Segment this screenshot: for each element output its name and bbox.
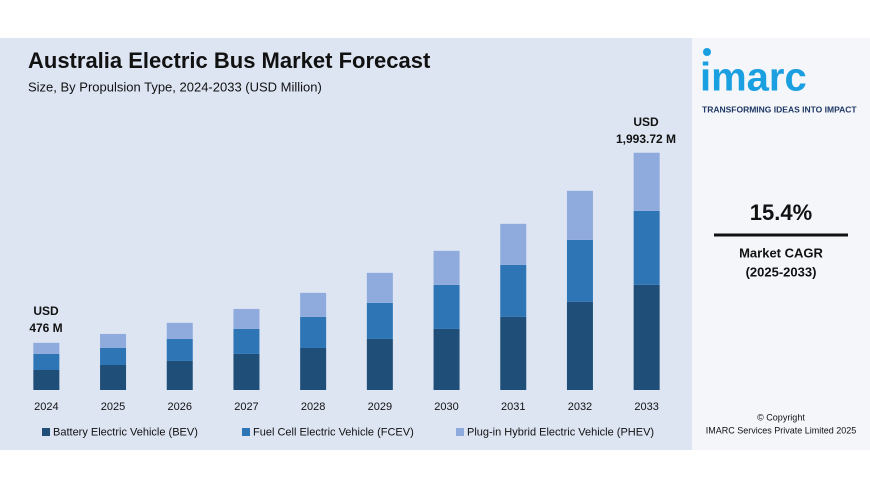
bar-segment [500, 264, 527, 317]
legend-swatch [456, 428, 464, 436]
legend-swatch [242, 428, 250, 436]
bar-segment [33, 353, 60, 370]
bar-segment [633, 210, 660, 285]
x-tick-label: 2028 [301, 401, 325, 413]
chart-title: Australia Electric Bus Market Forecast [28, 48, 431, 73]
bar-segment [500, 316, 527, 390]
x-tick-label: 2026 [168, 401, 192, 413]
annotation: USD [33, 304, 59, 318]
x-tick-label: 2030 [434, 401, 458, 413]
bar-segment [33, 342, 60, 354]
bar-segment [300, 316, 327, 348]
cagr: 15.4% [750, 200, 812, 225]
legend-label: Fuel Cell Electric Vehicle (FCEV) [253, 426, 414, 438]
legend-swatch [42, 428, 50, 436]
bar-segment [433, 250, 460, 285]
bar-segment [366, 338, 393, 390]
chart-subtitle: Size, By Propulsion Type, 2024-2033 (USD… [28, 79, 322, 94]
bar-segment [100, 333, 127, 348]
copyright: © Copyright [757, 412, 805, 422]
bar-segment [433, 284, 460, 329]
company: IMARC Services Private Limited 2025 [706, 425, 857, 435]
bar-segment [633, 152, 660, 211]
bar-segment [166, 360, 193, 390]
bar-segment [300, 292, 327, 317]
x-tick-label: 2027 [234, 401, 258, 413]
bar-segment [33, 370, 60, 390]
bar-segment [633, 284, 660, 390]
x-tick-label: 2031 [501, 401, 525, 413]
bar-segment [366, 302, 393, 339]
annotation: 476 M [29, 321, 62, 335]
bar-segment [100, 347, 127, 365]
cagr-label: Market CAGR [739, 245, 823, 260]
x-tick-label: 2025 [101, 401, 125, 413]
bar-segment [500, 223, 527, 265]
tagline: TRANSFORMING IDEAS INTO IMPACT [702, 104, 857, 114]
legend-label: Plug-in Hybrid Electric Vehicle (PHEV) [467, 426, 654, 438]
legend-label: Battery Electric Vehicle (BEV) [53, 426, 198, 438]
bar-segment [233, 308, 260, 329]
logo: imarc [700, 56, 807, 100]
bar-segment [566, 301, 593, 390]
bar-segment [300, 347, 327, 390]
bar-segment [566, 239, 593, 302]
x-tick-label: 2024 [34, 401, 58, 413]
bar-segment [166, 338, 193, 361]
side-panel [692, 38, 870, 450]
cagr-period: (2025-2033) [746, 264, 817, 279]
bar-segment [166, 322, 193, 339]
logo-dot [703, 48, 711, 56]
annotation: 1,993.72 M [616, 132, 676, 146]
annotation: USD [633, 115, 659, 129]
bar-segment [233, 328, 260, 354]
bar-segment [233, 353, 260, 390]
x-tick-label: 2033 [634, 401, 658, 413]
bar-segment [433, 328, 460, 390]
bar-segment [100, 365, 127, 390]
bar-segment [566, 190, 593, 240]
bar-segment [366, 272, 393, 303]
x-tick-label: 2029 [368, 401, 392, 413]
x-tick-label: 2032 [568, 401, 592, 413]
